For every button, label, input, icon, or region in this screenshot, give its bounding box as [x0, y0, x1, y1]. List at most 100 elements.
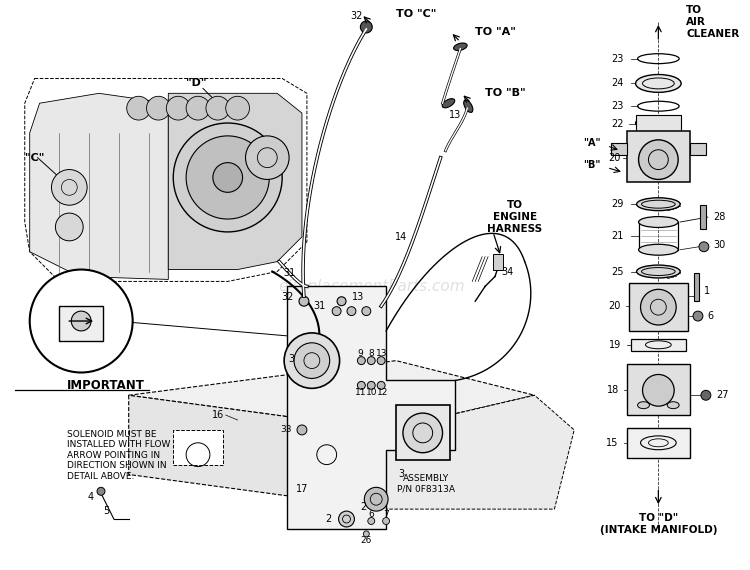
Ellipse shape [442, 99, 454, 108]
Text: 33: 33 [280, 425, 292, 434]
Bar [627, 131, 690, 182]
Text: 31: 31 [313, 301, 325, 311]
Text: 27: 27 [716, 390, 728, 400]
Text: 13: 13 [352, 292, 364, 302]
Circle shape [368, 381, 375, 389]
Bar [690, 143, 706, 154]
Circle shape [294, 343, 330, 378]
Circle shape [358, 381, 365, 389]
Bar [631, 339, 686, 351]
Text: ASSEMBLY
P/N 0F8313A: ASSEMBLY P/N 0F8313A [397, 474, 454, 494]
Text: TO "C": TO "C" [396, 9, 436, 19]
Text: 21: 21 [611, 231, 624, 241]
Circle shape [173, 123, 282, 232]
Text: 6: 6 [368, 510, 374, 519]
Circle shape [338, 511, 355, 527]
Circle shape [643, 374, 674, 406]
Circle shape [71, 311, 91, 331]
Bar [493, 254, 503, 270]
Bar [700, 205, 706, 229]
Text: 20: 20 [608, 301, 621, 311]
Text: 18: 18 [607, 385, 619, 396]
Text: 32: 32 [282, 292, 294, 302]
Ellipse shape [668, 402, 680, 409]
Circle shape [186, 136, 269, 219]
Ellipse shape [637, 198, 680, 211]
Text: 20: 20 [608, 153, 621, 162]
Circle shape [382, 518, 389, 524]
Polygon shape [386, 395, 574, 509]
Circle shape [640, 290, 676, 325]
Polygon shape [287, 286, 455, 529]
Bar [628, 283, 688, 331]
Text: 17: 17 [296, 484, 308, 494]
Text: 32: 32 [350, 11, 362, 21]
Text: 23: 23 [611, 54, 624, 64]
Bar [59, 306, 103, 341]
Circle shape [638, 140, 678, 180]
Circle shape [368, 357, 375, 365]
Circle shape [146, 96, 170, 120]
Circle shape [297, 425, 307, 435]
Bar [627, 364, 690, 415]
Circle shape [699, 242, 709, 252]
Circle shape [377, 381, 385, 389]
Ellipse shape [638, 402, 650, 409]
Text: 14: 14 [394, 232, 407, 242]
Text: 7: 7 [383, 510, 389, 519]
Text: 13: 13 [449, 110, 461, 120]
Ellipse shape [638, 245, 678, 255]
Text: TO "A": TO "A" [476, 27, 516, 37]
Text: 12: 12 [377, 388, 388, 397]
Circle shape [347, 307, 356, 316]
Text: "C": "C" [25, 153, 44, 162]
Circle shape [337, 297, 346, 306]
Circle shape [127, 96, 151, 120]
Bar [173, 430, 223, 465]
Circle shape [364, 487, 388, 511]
Text: IMPORTANT: IMPORTANT [68, 379, 146, 392]
Text: 13: 13 [376, 349, 388, 358]
Circle shape [213, 162, 242, 192]
Circle shape [299, 296, 309, 306]
Text: 23: 23 [611, 101, 624, 111]
Polygon shape [129, 361, 535, 430]
Text: 26: 26 [361, 536, 372, 545]
Circle shape [360, 21, 372, 33]
Ellipse shape [464, 100, 472, 112]
Text: SOLENOID MUST BE
INSTALLED WITH FLOW
ARROW POINTING IN
DIRECTION SHOWN IN
DETAIL: SOLENOID MUST BE INSTALLED WITH FLOW ARR… [68, 430, 171, 481]
Text: 5: 5 [103, 506, 109, 516]
Text: 19: 19 [608, 340, 621, 350]
Text: 6: 6 [708, 311, 714, 321]
Text: TO "B": TO "B" [485, 88, 526, 98]
Bar [396, 405, 451, 459]
Text: "B": "B" [584, 160, 601, 170]
Text: 28: 28 [712, 212, 725, 222]
Circle shape [52, 169, 87, 205]
Text: 24: 24 [611, 79, 624, 88]
Circle shape [97, 487, 105, 495]
Circle shape [226, 96, 250, 120]
Circle shape [284, 333, 340, 388]
Circle shape [701, 390, 711, 400]
Text: 9: 9 [358, 349, 363, 358]
Text: 2: 2 [360, 502, 366, 512]
Text: 29: 29 [611, 199, 624, 209]
Text: "A": "A" [584, 138, 601, 148]
Circle shape [403, 413, 442, 453]
Text: 4: 4 [88, 492, 94, 502]
Text: eReplacementParts.com: eReplacementParts.com [278, 279, 464, 294]
Circle shape [56, 213, 83, 241]
Bar [627, 428, 690, 458]
Text: 15: 15 [607, 438, 619, 448]
Text: 10: 10 [365, 388, 377, 397]
Text: TO
AIR
CLEANER: TO AIR CLEANER [686, 6, 740, 39]
Polygon shape [168, 93, 302, 270]
Text: 11: 11 [355, 388, 366, 397]
Text: 3: 3 [398, 470, 404, 479]
Circle shape [362, 307, 370, 316]
Polygon shape [30, 93, 168, 279]
Ellipse shape [635, 75, 681, 92]
Text: 31: 31 [283, 268, 296, 279]
Ellipse shape [635, 116, 681, 130]
